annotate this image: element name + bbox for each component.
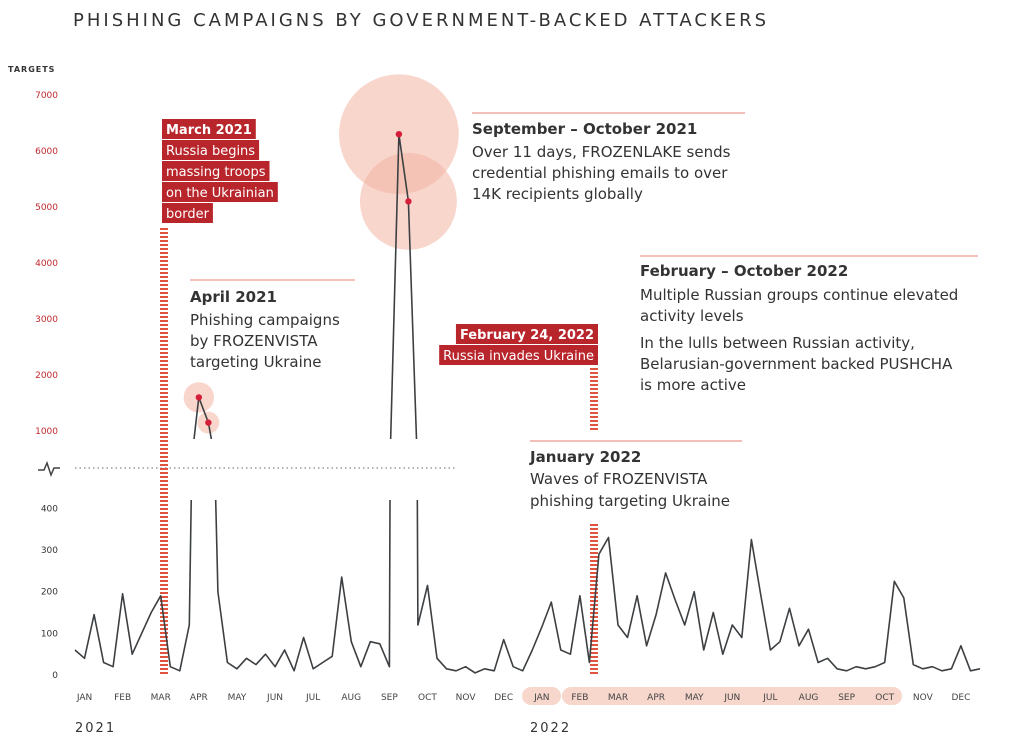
chart-title: PHISHING CAMPAIGNS BY GOVERNMENT-BACKED … bbox=[73, 10, 769, 31]
event-marker bbox=[590, 523, 598, 675]
y-tick-label: 7000 bbox=[35, 91, 58, 101]
x-tick-label: JUL bbox=[762, 693, 777, 703]
annotation-title: April 2021 bbox=[190, 288, 277, 306]
x-tick-label: MAR bbox=[151, 693, 171, 703]
break-icon bbox=[38, 460, 60, 478]
x-tick-label: DEC bbox=[494, 693, 513, 703]
highlight-dot bbox=[205, 419, 212, 426]
annotation-text: on the Ukrainian bbox=[166, 186, 274, 201]
y-axis-label: TARGETS bbox=[8, 65, 55, 74]
year-label: 2022 bbox=[530, 721, 571, 736]
annotation-title: January 2022 bbox=[529, 448, 641, 466]
y-tick-label: 5000 bbox=[35, 203, 58, 213]
y-tick-label: 400 bbox=[41, 504, 58, 514]
highlight-dot bbox=[395, 131, 403, 138]
x-tick-label: MAR bbox=[608, 693, 628, 703]
annotation-text: Over 11 days, FROZENLAKE sends bbox=[472, 143, 731, 161]
x-tick-label: DEC bbox=[951, 693, 970, 703]
annotation-text: targeting Ukraine bbox=[190, 353, 322, 371]
annotation-box bbox=[162, 140, 260, 160]
annotation-text: In the lulls between Russian activity, bbox=[640, 334, 915, 352]
x-tick-label: JAN bbox=[76, 693, 92, 703]
x-tick-label: JUN bbox=[266, 693, 283, 703]
annotation-text: Russia invades Ukraine bbox=[443, 349, 594, 364]
annotation-text: massing troops bbox=[166, 165, 266, 180]
highlight-pill bbox=[522, 687, 561, 705]
y-tick-label: 4000 bbox=[35, 259, 58, 269]
x-tick-label: SEP bbox=[381, 693, 398, 703]
x-tick-label: APR bbox=[190, 693, 208, 703]
x-tick-label: OCT bbox=[418, 693, 437, 703]
y-tick-label: 300 bbox=[41, 546, 58, 556]
x-tick-label: AUG bbox=[341, 693, 361, 703]
y-tick-label: 1000 bbox=[35, 427, 58, 437]
annotation-box bbox=[162, 203, 213, 223]
x-tick-label: OCT bbox=[875, 693, 894, 703]
annotation-text: by FROZENVISTA bbox=[190, 332, 318, 350]
x-tick-label: MAY bbox=[685, 693, 704, 703]
annotation-text: is more active bbox=[640, 376, 746, 394]
x-tick-label: NOV bbox=[913, 693, 934, 703]
y-tick-label: 100 bbox=[41, 629, 58, 639]
annotation-text: Waves of FROZENVISTA bbox=[530, 470, 708, 488]
x-tick-label: JUL bbox=[305, 693, 320, 703]
y-tick-label: 3000 bbox=[35, 315, 58, 325]
annotation-box bbox=[162, 182, 278, 202]
x-tick-label: JAN bbox=[533, 693, 549, 703]
annotation-title: February – October 2022 bbox=[640, 262, 848, 280]
y-tick-label: 6000 bbox=[35, 147, 58, 157]
annotation-text: activity levels bbox=[640, 307, 744, 325]
x-tick-label: JUN bbox=[723, 693, 740, 703]
y-tick-label: 0 bbox=[52, 671, 58, 681]
annotation-box bbox=[439, 345, 598, 365]
highlight-pill bbox=[562, 687, 902, 705]
annotation-text: credential phishing emails to over bbox=[472, 164, 728, 182]
annotation-text: border bbox=[166, 207, 210, 222]
data-line bbox=[74, 500, 981, 674]
annotation-title: February 24, 2022 bbox=[460, 328, 594, 343]
annotation-text: Phishing campaigns bbox=[190, 311, 340, 329]
annotation-box bbox=[455, 324, 598, 344]
annotation-title: September – October 2021 bbox=[472, 120, 697, 138]
annotation-text: 14K recipients globally bbox=[472, 185, 643, 203]
x-tick-label: APR bbox=[647, 693, 665, 703]
annotation-text: Belarusian-government backed PUSHCHA bbox=[640, 355, 953, 373]
annotation-title: March 2021 bbox=[166, 123, 252, 138]
x-tick-label: MAY bbox=[228, 693, 247, 703]
y-tick-label: 2000 bbox=[35, 371, 58, 381]
x-tick-label: FEB bbox=[571, 693, 588, 703]
annotation-text: Russia begins bbox=[166, 144, 255, 159]
y-tick-label: 200 bbox=[41, 588, 58, 598]
event-marker bbox=[160, 228, 168, 675]
x-tick-label: FEB bbox=[114, 693, 131, 703]
x-tick-label: NOV bbox=[456, 693, 477, 703]
annotation-box bbox=[162, 161, 270, 181]
x-tick-label: SEP bbox=[838, 693, 855, 703]
highlight-dot bbox=[405, 198, 412, 205]
annotation-box bbox=[162, 119, 256, 139]
annotation-text: Multiple Russian groups continue elevate… bbox=[640, 286, 958, 304]
year-label: 2021 bbox=[75, 721, 116, 736]
annotation-text: phishing targeting Ukraine bbox=[530, 492, 730, 510]
x-tick-label: AUG bbox=[799, 693, 819, 703]
highlight-dot bbox=[195, 394, 203, 401]
event-marker bbox=[590, 368, 598, 430]
